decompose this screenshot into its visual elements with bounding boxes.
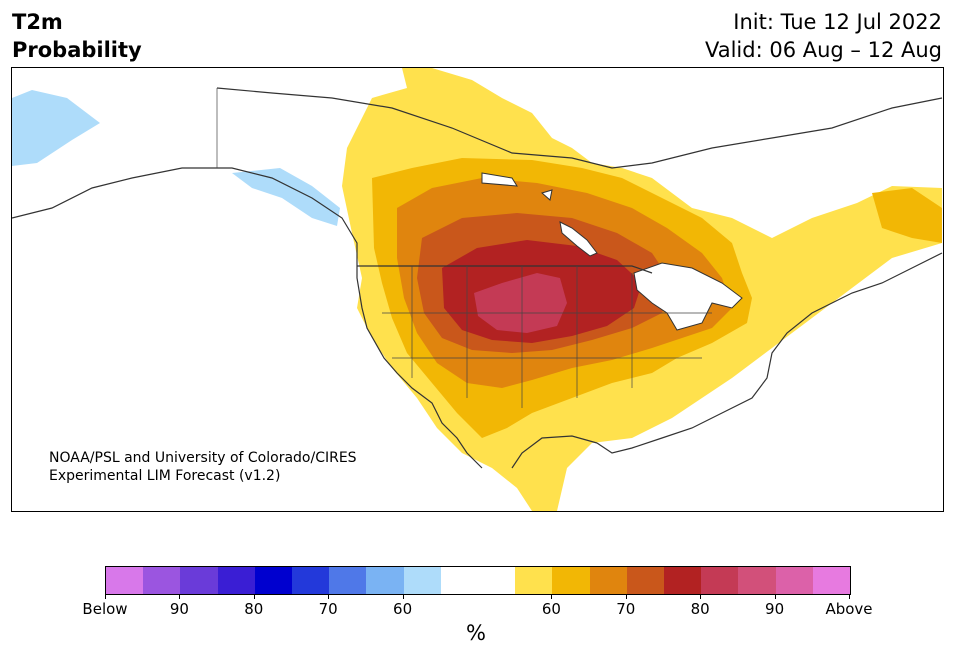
colorbar-tick-label: 60 [393,600,413,618]
colorbar-tick-mark [700,594,702,599]
colorbar-swatch [515,567,553,594]
colorbar-swatch [292,567,330,594]
coastline [12,167,483,469]
init-date: Init: Tue 12 Jul 2022 [733,10,942,34]
east-coast [596,252,943,454]
colorbar-tick-label: 70 [318,600,338,618]
colorbar-tick-label: 70 [616,600,636,618]
colorbar-swatch [552,567,590,594]
colorbar-swatch [180,567,218,594]
map-title: T2m Probability [12,8,142,64]
colorbar-swatch [329,567,367,594]
title-line-2: Probability [12,38,142,62]
colorbar-swatch [403,567,441,594]
colorbar-tick-mark [551,594,553,599]
colorbar-tick-mark [774,594,776,599]
pacific-northwest-below-normal [232,168,340,226]
us-canada-border [357,265,653,274]
credit-text: NOAA/PSL and University of Colorado/CIRE… [49,449,357,485]
credit-line-2: Experimental LIM Forecast (v1.2) [49,468,281,484]
colorbar-swatch [626,567,665,594]
colorbar-tick-label: 80 [690,600,710,618]
hudson-bay-water [481,172,553,201]
colorbar [105,566,851,595]
arctic-coast [216,87,943,169]
colorbar-swatch [217,567,255,594]
colorbar-swatch [664,567,702,594]
credit-line-1: NOAA/PSL and University of Colorado/CIRE… [49,450,357,466]
colorbar-tick-mark [328,594,330,599]
gulf-coast [511,435,598,469]
colorbar-tick-mark [625,594,627,599]
colorbar-swatch [589,567,627,594]
colorbar-swatch [738,567,776,594]
great-lakes [633,262,743,331]
colorbar-tick-mark [402,594,404,599]
above-90 [474,273,567,333]
colorbar-tick-mark [849,594,850,599]
valid-range: Valid: 06 Aug – 12 Aug [704,38,942,62]
map-panel [11,67,944,512]
colorbar-tick-label: Above [825,600,873,618]
colorbar-unit: % [466,621,486,645]
colorbar-tick-label: 80 [244,600,264,618]
alaska-below-normal [12,90,100,166]
colorbar-tick-label: 60 [541,600,561,618]
state-lines [216,88,712,408]
colorbar-swatch [106,567,144,594]
forecast-dates: Init: Tue 12 Jul 2022 Valid: 06 Aug – 12… [705,8,942,64]
colorbar-tick-label: 90 [765,600,785,618]
colorbar-swatch [775,567,813,594]
colorbar-tick-mark [179,594,181,599]
colorbar-swatch [478,567,516,594]
colorbar-tick-mark [253,594,255,599]
colorbar-swatch [366,567,404,594]
lake-winnipeg [559,221,598,257]
colorbar-tick-label: 90 [169,600,189,618]
colorbar-swatch [812,567,851,594]
colorbar-tick-label: Below [82,600,128,618]
colorbar-tick-mark [105,594,106,599]
colorbar-swatch [254,567,293,594]
colorbar-swatch [701,567,739,594]
probability-map [12,68,943,511]
colorbar-swatch [143,567,181,594]
title-line-1: T2m [12,10,63,34]
colorbar-swatch [440,567,479,594]
